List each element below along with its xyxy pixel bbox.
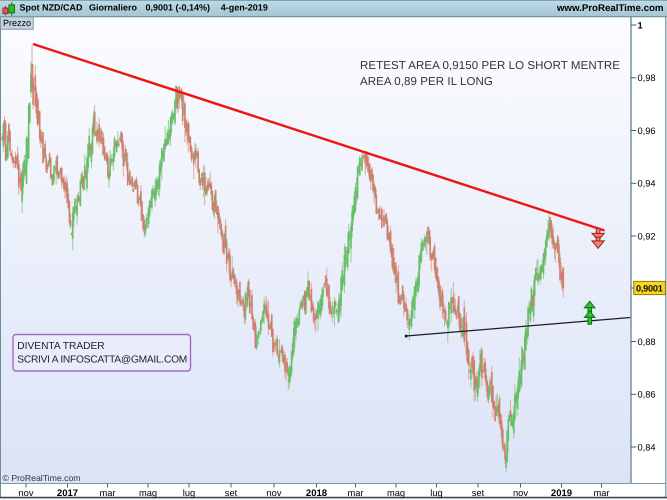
svg-text:set: set bbox=[472, 488, 485, 498]
svg-text:Giornaliero: Giornaliero bbox=[89, 3, 138, 13]
svg-text:nov: nov bbox=[19, 488, 34, 498]
svg-text:2019: 2019 bbox=[551, 488, 572, 499]
svg-text:0,84: 0,84 bbox=[638, 442, 656, 452]
svg-text:2017: 2017 bbox=[57, 488, 78, 499]
svg-text:0,86: 0,86 bbox=[638, 390, 656, 400]
svg-text:mag: mag bbox=[387, 488, 405, 498]
svg-text:0,92: 0,92 bbox=[638, 231, 656, 241]
svg-text:mar: mar bbox=[593, 488, 609, 498]
svg-text:0,94: 0,94 bbox=[638, 179, 656, 189]
svg-text:mar: mar bbox=[347, 488, 363, 498]
svg-text:Spot NZD/CAD: Spot NZD/CAD bbox=[20, 3, 83, 13]
svg-text:DIVENTA TRADER: DIVENTA TRADER bbox=[17, 341, 104, 352]
svg-text:4-gen-2019: 4-gen-2019 bbox=[221, 3, 268, 13]
svg-text:1: 1 bbox=[638, 20, 643, 30]
svg-text:0,96: 0,96 bbox=[638, 126, 656, 136]
svg-text:lug: lug bbox=[430, 488, 442, 498]
svg-text:nov: nov bbox=[513, 488, 528, 498]
svg-text:www.ProRealTime.com: www.ProRealTime.com bbox=[556, 3, 664, 14]
svg-text:set: set bbox=[225, 488, 238, 498]
svg-text:AREA 0,89 PER IL LONG: AREA 0,89 PER IL LONG bbox=[360, 76, 493, 88]
svg-text:0,9001 (-0,14%): 0,9001 (-0,14%) bbox=[146, 3, 211, 13]
svg-text:0,98: 0,98 bbox=[638, 73, 656, 83]
svg-text:SCRIVI A INFOSCATTA@GMAIL.COM: SCRIVI A INFOSCATTA@GMAIL.COM bbox=[17, 355, 187, 366]
svg-text:© ProRealTime.com: © ProRealTime.com bbox=[3, 473, 81, 483]
svg-text:Prezzo: Prezzo bbox=[3, 18, 31, 28]
svg-text:mar: mar bbox=[99, 488, 115, 498]
svg-text:0,9001: 0,9001 bbox=[636, 283, 663, 293]
svg-text:mag: mag bbox=[139, 488, 157, 498]
svg-text:RETEST AREA 0,9150 PER LO SHOR: RETEST AREA 0,9150 PER LO SHORT MENTRE bbox=[360, 60, 620, 72]
svg-text:nov: nov bbox=[267, 488, 282, 498]
svg-text:0,88: 0,88 bbox=[638, 337, 656, 347]
svg-text:lug: lug bbox=[183, 488, 195, 498]
svg-text:2018: 2018 bbox=[306, 488, 327, 499]
